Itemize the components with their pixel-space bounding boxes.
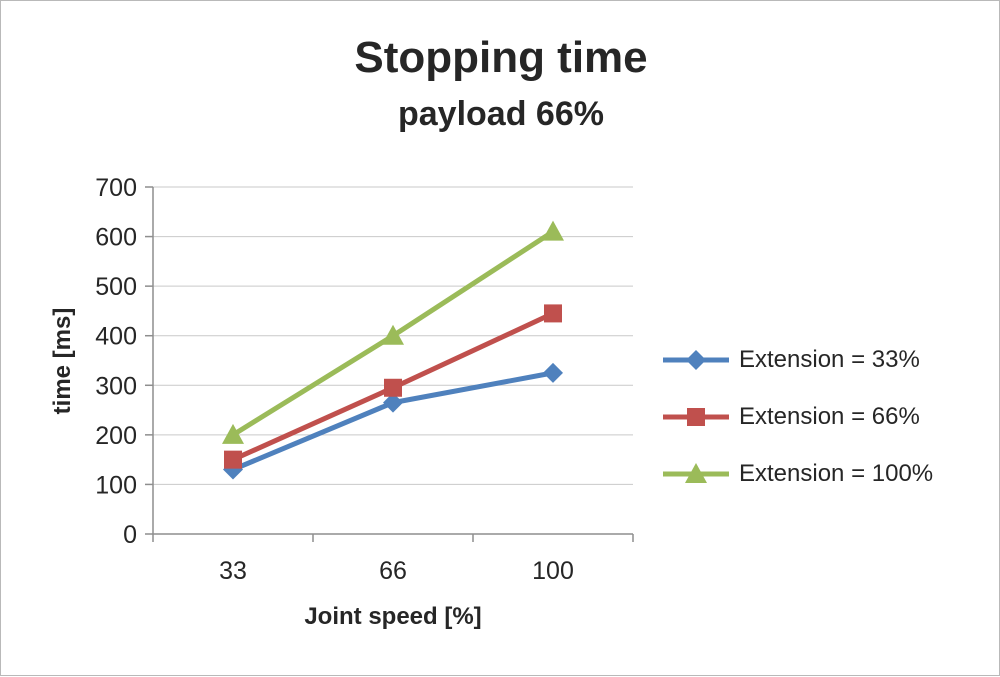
legend-item: Extension = 100% — [661, 445, 996, 502]
legend-swatch-square-icon — [663, 407, 729, 426]
triangle-marker-icon — [382, 324, 404, 345]
diamond-marker-icon — [686, 349, 706, 370]
square-marker-icon — [384, 378, 402, 397]
diamond-marker-icon — [383, 392, 403, 413]
x-tick-label: 33 — [219, 557, 247, 585]
chart-title: Stopping time — [354, 33, 648, 82]
y-tick-label: 700 — [95, 174, 137, 202]
legend-item: Extension = 33% — [661, 331, 996, 388]
legend: Extension = 33% Extension = 66% Extension … — [661, 331, 996, 502]
triangle-marker-icon — [685, 462, 707, 483]
y-tick-label: 100 — [95, 471, 137, 499]
y-tick-label: 0 — [123, 521, 137, 549]
triangle-marker-icon — [542, 220, 564, 241]
square-marker-icon — [687, 407, 705, 426]
chart-subtitle: payload 66% — [398, 95, 604, 133]
legend-label: Extension = 100% — [739, 459, 934, 487]
legend-swatch-triangle-icon — [663, 462, 729, 483]
legend-swatch-diamond-icon — [663, 349, 729, 370]
legend-label: Extension = 33% — [739, 345, 920, 373]
x-axis-title: Joint speed [%] — [304, 603, 482, 630]
y-tick-label: 300 — [95, 372, 137, 400]
legend-label: Extension = 66% — [739, 402, 920, 430]
legend-item: Extension = 66% — [661, 388, 996, 445]
y-tick-label: 200 — [95, 422, 137, 450]
square-marker-icon — [224, 450, 242, 469]
x-tick-label: 66 — [379, 557, 407, 585]
square-marker-icon — [544, 304, 562, 323]
diamond-marker-icon — [543, 362, 563, 383]
triangle-marker-icon — [222, 423, 244, 444]
x-tick-label: 100 — [532, 557, 574, 585]
y-tick-label: 600 — [95, 224, 137, 252]
y-tick-label: 500 — [95, 273, 137, 301]
y-tick-label: 400 — [95, 323, 137, 351]
